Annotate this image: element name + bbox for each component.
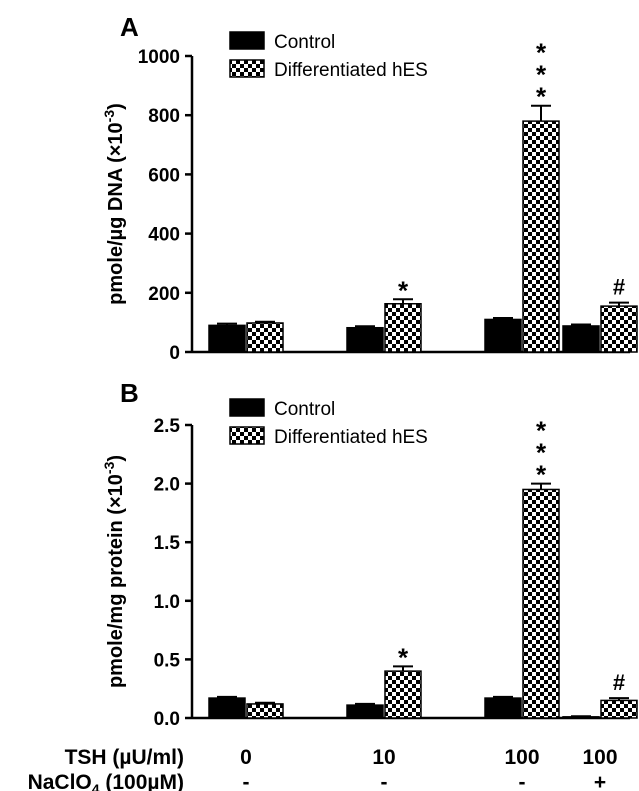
significance-marker: *	[536, 82, 547, 112]
legend-swatch	[229, 426, 265, 445]
condition-value: 0	[240, 746, 252, 769]
control-bar	[346, 326, 384, 353]
condition-value: -	[243, 771, 250, 791]
differentiated-bar	[600, 305, 638, 353]
significance-marker: #	[613, 275, 625, 300]
control-bar	[346, 704, 384, 719]
differentiated-bar	[384, 670, 422, 719]
significance-marker: *	[536, 38, 547, 68]
condition-value: -	[381, 771, 388, 791]
significance-marker: #	[613, 670, 625, 695]
condition-row-2-label: NaClO4 (100µM)	[28, 771, 184, 791]
condition-value: 100	[504, 746, 539, 769]
panel-label: B	[120, 378, 139, 408]
panel-label: A	[120, 12, 139, 42]
y-tick-label: 0.5	[154, 650, 181, 671]
differentiated-bar	[246, 322, 284, 353]
significance-marker: *	[536, 60, 547, 90]
significance-marker: *	[398, 275, 409, 305]
significance-marker: *	[536, 438, 547, 468]
control-bar	[208, 324, 246, 353]
legend-swatch	[229, 31, 265, 50]
significance-marker: *	[536, 460, 547, 490]
y-axis-label: pmole/mg protein (×10-3)	[101, 455, 127, 688]
legend-label: Control	[274, 399, 335, 420]
y-tick-label: 2.0	[154, 475, 180, 496]
y-tick-label: 1.5	[154, 533, 181, 554]
condition-value: +	[594, 771, 606, 791]
differentiated-bar	[522, 120, 560, 353]
differentiated-bar	[522, 488, 560, 719]
condition-value: 10	[372, 746, 395, 769]
control-bar	[208, 697, 246, 719]
y-tick-label: 2.5	[154, 416, 181, 437]
y-tick-label: 800	[148, 106, 180, 127]
y-tick-label: 400	[148, 225, 180, 246]
legend-swatch	[229, 59, 265, 78]
control-bar	[484, 318, 522, 353]
significance-marker: *	[536, 416, 547, 446]
legend-swatch	[229, 398, 265, 417]
differentiated-bar	[384, 303, 422, 353]
y-tick-label: 0	[169, 343, 180, 364]
y-tick-label: 1.0	[154, 592, 180, 613]
condition-table: TSH (µU/ml) NaClO4 (100µM) 0 10 100 100- - - +	[28, 746, 618, 791]
condition-value: 100	[582, 746, 617, 769]
differentiated-bar	[246, 703, 284, 719]
control-bar	[484, 697, 522, 719]
differentiated-bar	[600, 699, 638, 719]
condition-row-1-label: TSH (µU/ml)	[65, 746, 184, 769]
legend-label: Differentiated hES	[274, 427, 428, 448]
panel-b: B 0.0 0.5 1.0 1.5 2.0 2.5 pmole/mg protein (×10…	[101, 378, 638, 730]
condition-value: -	[519, 771, 526, 791]
significance-marker: *	[398, 642, 409, 672]
control-bar	[562, 325, 600, 353]
legend-label: Differentiated hES	[274, 60, 428, 81]
y-tick-label: 600	[148, 165, 180, 186]
y-tick-label: 1000	[138, 47, 180, 68]
legend-label: Control	[274, 32, 335, 53]
y-tick-label: 200	[148, 284, 180, 305]
y-tick-label: 0.0	[154, 709, 180, 730]
y-axis-label: pmole/µg DNA (×10-3)	[101, 103, 127, 305]
